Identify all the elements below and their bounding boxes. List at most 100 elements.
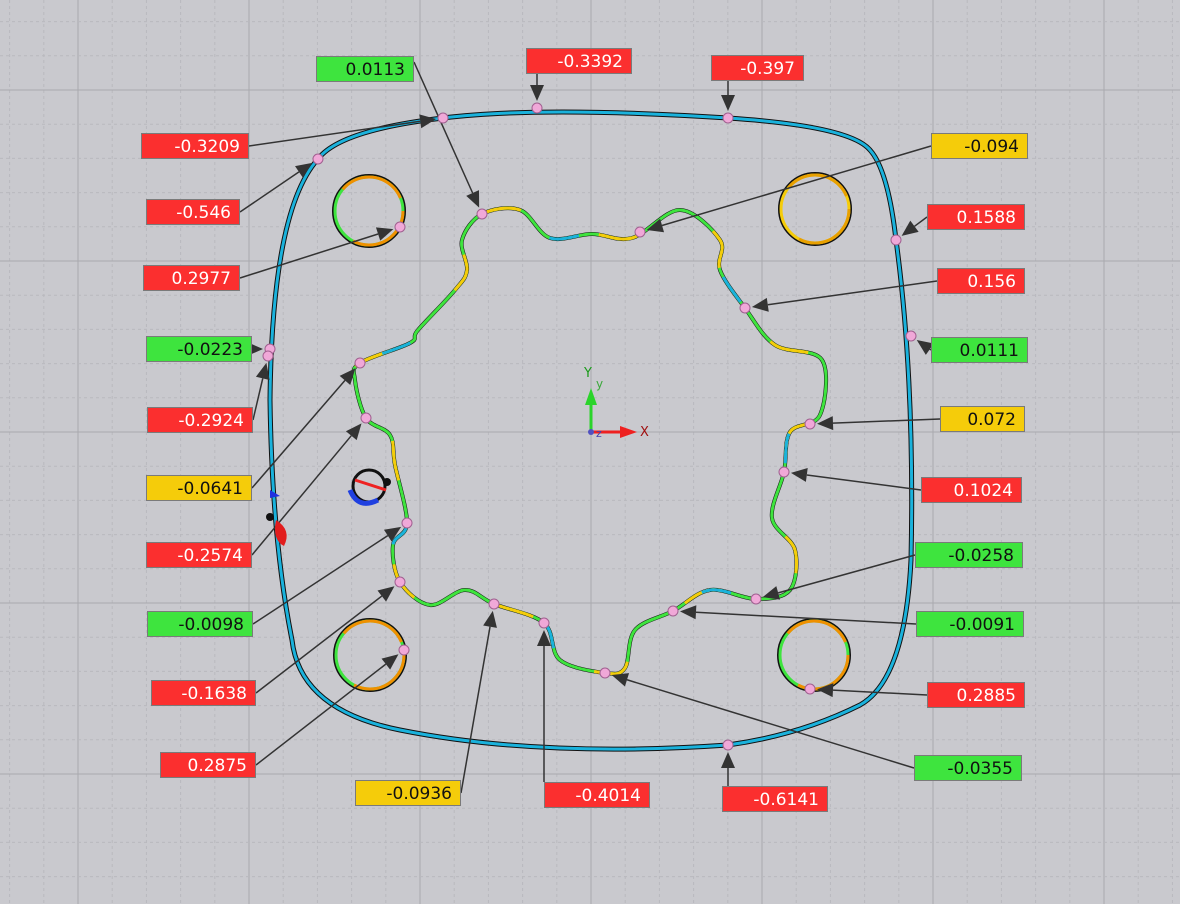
leader-line [413, 61, 474, 194]
measure-point[interactable] [437, 112, 449, 124]
measure-point[interactable] [488, 598, 500, 610]
hole-measured-orange [779, 173, 851, 245]
measure-point[interactable] [804, 418, 816, 430]
measure-point[interactable] [394, 221, 406, 233]
measure-point[interactable] [262, 350, 274, 362]
leader-line [252, 378, 264, 421]
measure-point[interactable] [722, 739, 734, 751]
arrow-head [530, 85, 544, 101]
arrow-head [345, 423, 362, 441]
measure-point[interactable] [722, 112, 734, 124]
deviation-label[interactable]: -0.0091 [916, 611, 1024, 637]
arrow-head [751, 297, 769, 312]
deviation-label[interactable]: -0.0641 [146, 475, 252, 501]
leader-line [832, 689, 928, 696]
leader-line [929, 348, 932, 351]
deviation-label[interactable]: -0.094 [931, 133, 1028, 159]
deviation-label[interactable]: 0.072 [940, 406, 1025, 432]
arrow-head [377, 586, 395, 602]
measure-point[interactable] [739, 302, 751, 314]
measure-point[interactable] [394, 576, 406, 588]
leader-line [255, 595, 383, 694]
arrow-head [375, 227, 394, 241]
arrow-head [537, 630, 551, 646]
leader-line [251, 379, 346, 489]
y-axis-label: Y [583, 366, 592, 381]
leader-line [832, 418, 941, 424]
leader-line [460, 626, 491, 794]
deviation-label[interactable]: -0.0098 [147, 611, 253, 637]
leader-line [777, 554, 916, 594]
deviation-label[interactable]: 0.0111 [931, 337, 1028, 363]
arrow-head [483, 610, 497, 628]
arrow-head [762, 586, 781, 600]
leader-line [239, 171, 300, 213]
measure-point[interactable] [476, 208, 488, 220]
measure-point[interactable] [360, 412, 372, 424]
arrow-head [339, 368, 356, 385]
arrow-head [790, 468, 808, 482]
arrow-head [419, 114, 437, 129]
measure-point[interactable] [354, 357, 366, 369]
arrow-head [383, 526, 402, 542]
deviation-label[interactable]: 0.1024 [921, 477, 1022, 503]
deviation-label[interactable]: -0.397 [711, 55, 804, 81]
z-axis-label: z [596, 427, 602, 440]
deviation-label[interactable]: -0.1638 [151, 680, 256, 706]
deviation-label[interactable]: -0.3392 [526, 48, 632, 74]
arrow-head [646, 218, 665, 233]
measure-point[interactable] [538, 617, 550, 629]
leader-arrows [239, 61, 941, 794]
arrow-head [679, 605, 697, 620]
deviation-label[interactable]: -0.0258 [915, 542, 1023, 568]
leader-line [252, 534, 389, 625]
measure-point[interactable] [905, 330, 917, 342]
part-profile [267, 109, 915, 752]
deviation-label[interactable]: -0.0355 [914, 755, 1022, 781]
deviation-label[interactable]: -0.4014 [544, 782, 650, 808]
leader-line [661, 145, 932, 227]
measure-point[interactable] [531, 102, 543, 114]
y-axis-small-label: y [596, 377, 603, 391]
measure-point[interactable] [401, 517, 413, 529]
rotation-gizmo[interactable] [266, 468, 391, 546]
measure-point[interactable] [804, 683, 816, 695]
deviation-label[interactable]: 0.0113 [316, 56, 414, 82]
measure-point[interactable] [778, 466, 790, 478]
measure-point[interactable] [634, 226, 646, 238]
arrow-head [611, 673, 630, 687]
arrow-head [901, 220, 919, 236]
coordinate-triad: Y y X z [583, 366, 649, 440]
leader-line [248, 120, 421, 147]
measure-point[interactable] [750, 593, 762, 605]
outer-measured [268, 110, 914, 751]
leader-line [914, 216, 928, 227]
deviation-label[interactable]: 0.156 [937, 268, 1025, 294]
inner-measured-yellow [352, 206, 828, 676]
arrow-head [255, 362, 270, 380]
deviation-label[interactable]: -0.546 [146, 199, 240, 225]
measure-point[interactable] [890, 234, 902, 246]
arrow-head [816, 683, 834, 698]
measure-point[interactable] [599, 667, 611, 679]
measure-point[interactable] [312, 153, 324, 165]
measure-point[interactable] [667, 605, 679, 617]
arrow-head [816, 416, 834, 431]
deviation-label[interactable]: -0.0223 [146, 336, 252, 362]
deviation-label[interactable]: -0.2924 [147, 407, 253, 433]
deviation-label[interactable]: 0.2875 [160, 752, 256, 778]
measure-point[interactable] [398, 644, 410, 656]
deviation-label[interactable]: -0.2574 [146, 542, 252, 568]
arrow-head [295, 162, 313, 178]
deviation-label[interactable]: -0.0936 [355, 780, 461, 806]
arrow-head [721, 752, 735, 768]
deviation-label[interactable]: 0.2885 [927, 682, 1025, 708]
deviation-label[interactable]: -0.3209 [141, 133, 249, 159]
deviation-label[interactable]: 0.1588 [927, 204, 1025, 230]
leader-line [255, 663, 387, 766]
leader-line [626, 679, 915, 769]
arrow-head [466, 190, 480, 208]
deviation-label[interactable]: -0.6141 [722, 786, 828, 812]
deviation-label[interactable]: 0.2977 [143, 265, 240, 291]
